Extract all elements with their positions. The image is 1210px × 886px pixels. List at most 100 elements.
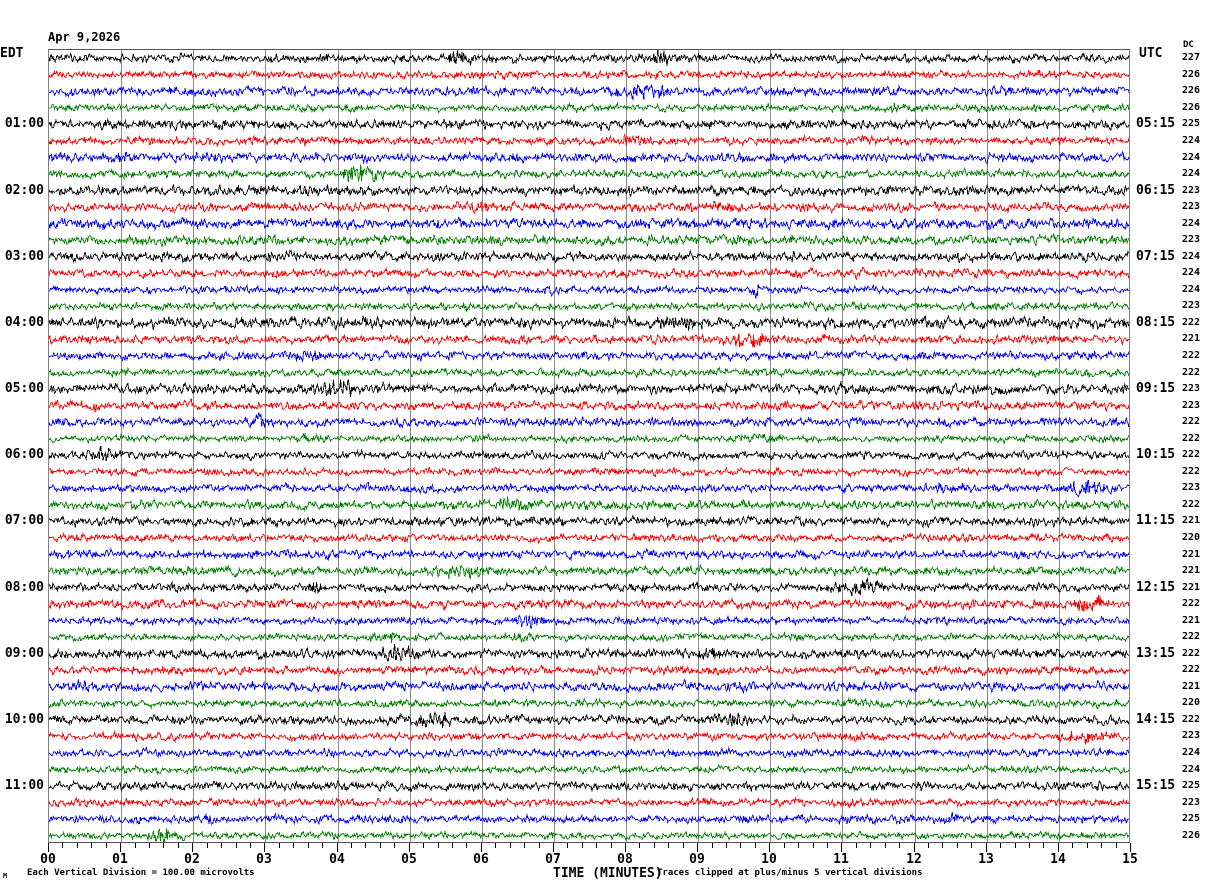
x-minor-tick xyxy=(380,843,381,848)
trace-row-28 xyxy=(49,514,1129,530)
trace-row-18 xyxy=(49,349,1129,364)
gridline-minute-06 xyxy=(482,50,483,842)
x-minor-tick xyxy=(279,843,280,848)
x-minor-tick xyxy=(971,843,972,848)
x-minor-tick xyxy=(712,843,713,848)
trace-row-23 xyxy=(49,432,1129,445)
dc-value-row-13: 224 xyxy=(1182,267,1201,278)
x-tick-label-06: 06 xyxy=(473,852,489,867)
utc-tick-0815: 08:15 xyxy=(1136,315,1176,330)
x-tick-label-02: 02 xyxy=(184,852,200,867)
x-minor-tick xyxy=(351,843,352,848)
edt-tick-1100: 11:00 xyxy=(4,778,44,793)
utc-tick-0515: 05:15 xyxy=(1136,116,1176,131)
dc-value-row-32: 221 xyxy=(1182,582,1201,593)
gridline-minute-07 xyxy=(554,50,555,842)
x-minor-tick xyxy=(510,843,511,848)
time-axis: 00 01 02 03 04 05 06 07 08 09 10 11 12 13 14 15 xyxy=(0,843,1210,886)
utc-tick-0715: 07:15 xyxy=(1136,249,1176,264)
x-tick-label-08: 08 xyxy=(617,852,633,867)
x-major-tick-13 xyxy=(986,843,987,852)
edt-tick-0900: 09:00 xyxy=(4,646,44,661)
gridline-minute-13 xyxy=(987,50,988,842)
gridline-minute-08 xyxy=(626,50,627,842)
trace-row-45 xyxy=(49,796,1129,809)
x-minor-tick xyxy=(207,843,208,848)
x-major-tick-02 xyxy=(192,843,193,852)
dc-value-row-45: 223 xyxy=(1182,797,1201,808)
x-minor-tick xyxy=(567,843,568,848)
gridline-minute-02 xyxy=(193,50,194,842)
trace-row-29 xyxy=(49,531,1129,545)
x-tick-label-11: 11 xyxy=(833,852,849,867)
trace-row-35 xyxy=(49,631,1129,644)
trace-row-2 xyxy=(49,84,1129,101)
x-major-tick-11 xyxy=(841,843,842,852)
trace-row-4 xyxy=(49,117,1129,132)
x-minor-tick xyxy=(611,843,612,848)
gridline-minute-05 xyxy=(410,50,411,842)
x-minor-tick xyxy=(466,843,467,848)
utc-tick-0915: 09:15 xyxy=(1136,381,1176,396)
dc-value-row-39: 220 xyxy=(1182,697,1201,708)
dc-value-row-35: 222 xyxy=(1182,631,1201,642)
dc-value-row-43: 224 xyxy=(1182,764,1201,775)
dc-value-row-44: 225 xyxy=(1182,780,1201,791)
x-minor-tick xyxy=(928,843,929,848)
x-tick-label-14: 14 xyxy=(1050,852,1066,867)
edt-tick-0700: 07:00 xyxy=(4,513,44,528)
x-major-tick-12 xyxy=(914,843,915,852)
dc-value-row-4: 225 xyxy=(1182,118,1201,129)
x-minor-tick xyxy=(236,843,237,848)
trace-row-21 xyxy=(49,397,1129,413)
trace-row-25 xyxy=(49,465,1129,479)
gridline-minute-03 xyxy=(265,50,266,842)
dc-value-row-18: 222 xyxy=(1182,350,1201,361)
trace-row-13 xyxy=(49,266,1129,281)
trace-row-31 xyxy=(49,563,1129,580)
trace-row-5 xyxy=(49,133,1129,148)
edt-tick-0200: 02:00 xyxy=(4,183,44,198)
dc-value-row-34: 221 xyxy=(1182,615,1201,626)
x-minor-tick xyxy=(149,843,150,848)
x-tick-label-04: 04 xyxy=(329,852,345,867)
utc-tick-1215: 12:15 xyxy=(1136,580,1176,595)
x-minor-tick xyxy=(135,843,136,848)
utc-tick-1315: 13:15 xyxy=(1136,646,1176,661)
x-tick-label-10: 10 xyxy=(761,852,777,867)
x-major-tick-09 xyxy=(697,843,698,852)
dc-value-row-9: 223 xyxy=(1182,201,1201,212)
x-minor-tick xyxy=(178,843,179,848)
dc-value-row-12: 224 xyxy=(1182,251,1201,262)
trace-row-47 xyxy=(49,828,1129,842)
trace-row-19 xyxy=(49,366,1129,379)
trace-row-12 xyxy=(49,249,1129,264)
trace-row-42 xyxy=(49,745,1129,759)
x-minor-tick xyxy=(250,843,251,848)
dc-value-row-15: 223 xyxy=(1182,300,1201,311)
trace-row-20 xyxy=(49,379,1129,397)
x-tick-label-12: 12 xyxy=(906,852,922,867)
gridline-minute-01 xyxy=(121,50,122,842)
edt-tick-0100: 01:00 xyxy=(4,116,44,131)
x-minor-tick xyxy=(495,843,496,848)
trace-row-40 xyxy=(49,711,1129,728)
utc-tick-1015: 10:15 xyxy=(1136,447,1176,462)
x-minor-tick xyxy=(423,843,424,848)
trace-container xyxy=(49,50,1129,842)
x-minor-tick xyxy=(582,843,583,848)
x-minor-tick xyxy=(885,843,886,848)
dc-value-row-11: 223 xyxy=(1182,234,1201,245)
edt-tick-0600: 06:00 xyxy=(4,447,44,462)
dc-value-row-10: 224 xyxy=(1182,218,1201,229)
utc-axis-title: UTC xyxy=(1139,46,1163,61)
trace-row-30 xyxy=(49,547,1129,562)
x-tick-label-01: 01 xyxy=(112,852,128,867)
dc-value-row-25: 222 xyxy=(1182,466,1201,477)
dc-value-row-46: 225 xyxy=(1182,813,1201,824)
dc-value-row-20: 223 xyxy=(1182,383,1201,394)
x-tick-label-03: 03 xyxy=(256,852,272,867)
corner-mark: M xyxy=(3,872,8,880)
dc-value-row-19: 222 xyxy=(1182,367,1201,378)
dc-value-row-37: 222 xyxy=(1182,664,1201,675)
